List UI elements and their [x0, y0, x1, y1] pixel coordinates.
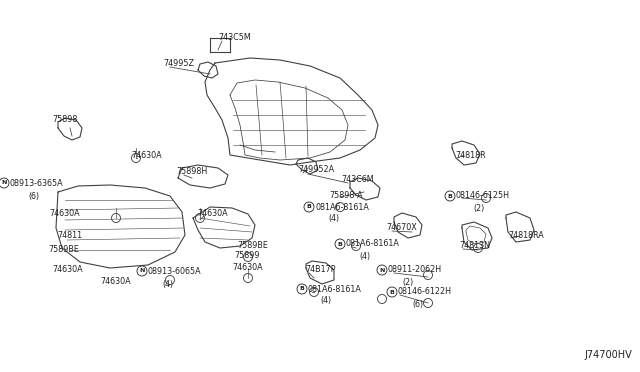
Text: 75898H: 75898H: [176, 167, 207, 176]
Text: 74818R: 74818R: [455, 151, 486, 160]
Text: (4): (4): [328, 215, 339, 224]
Text: (4): (4): [359, 251, 370, 260]
Text: 081A6-8161A: 081A6-8161A: [346, 240, 400, 248]
Text: 75898-A: 75898-A: [329, 192, 363, 201]
Text: 74630A: 74630A: [131, 151, 162, 160]
Text: 74B17P: 74B17P: [305, 266, 335, 275]
Text: 74995Z: 74995Z: [163, 60, 194, 68]
Text: 75898: 75898: [52, 115, 77, 125]
Text: (2): (2): [402, 278, 413, 286]
Text: B: B: [447, 193, 452, 199]
Text: 74630A: 74630A: [100, 278, 131, 286]
Text: 74630A: 74630A: [52, 264, 83, 273]
Text: B: B: [337, 241, 342, 247]
Text: 74630A: 74630A: [197, 208, 228, 218]
Text: N: N: [380, 267, 385, 273]
Text: 749952A: 749952A: [298, 166, 334, 174]
Text: (6): (6): [28, 192, 39, 201]
Text: B: B: [390, 289, 394, 295]
Text: B: B: [300, 286, 305, 292]
Text: 08913-6065A: 08913-6065A: [148, 266, 202, 276]
Text: 74630A: 74630A: [49, 208, 79, 218]
Text: J74700HV: J74700HV: [584, 350, 632, 360]
Text: 74811: 74811: [57, 231, 82, 240]
Text: 75899: 75899: [234, 251, 259, 260]
Text: N: N: [140, 269, 145, 273]
Text: (4): (4): [320, 296, 331, 305]
Text: 74630A: 74630A: [232, 263, 262, 272]
Text: 08913-6365A: 08913-6365A: [10, 179, 63, 187]
Text: 08911-2062H: 08911-2062H: [388, 266, 442, 275]
Text: 081A6-8161A: 081A6-8161A: [315, 202, 369, 212]
Text: 081A6-8161A: 081A6-8161A: [308, 285, 362, 294]
Text: (6): (6): [412, 299, 423, 308]
Text: 7589BE: 7589BE: [48, 244, 79, 253]
Text: (4): (4): [162, 279, 173, 289]
Text: B: B: [307, 205, 312, 209]
Text: 74670X: 74670X: [386, 224, 417, 232]
Text: 7589BE: 7589BE: [237, 241, 268, 250]
Text: N: N: [1, 180, 6, 186]
Text: 74818RA: 74818RA: [508, 231, 544, 240]
Text: 74813N: 74813N: [459, 241, 490, 250]
Text: (2): (2): [473, 203, 484, 212]
Text: 743C6M: 743C6M: [341, 176, 374, 185]
Text: 08146-6125H: 08146-6125H: [456, 192, 510, 201]
Text: 743C5M: 743C5M: [218, 33, 251, 42]
Text: 08146-6122H: 08146-6122H: [398, 288, 452, 296]
